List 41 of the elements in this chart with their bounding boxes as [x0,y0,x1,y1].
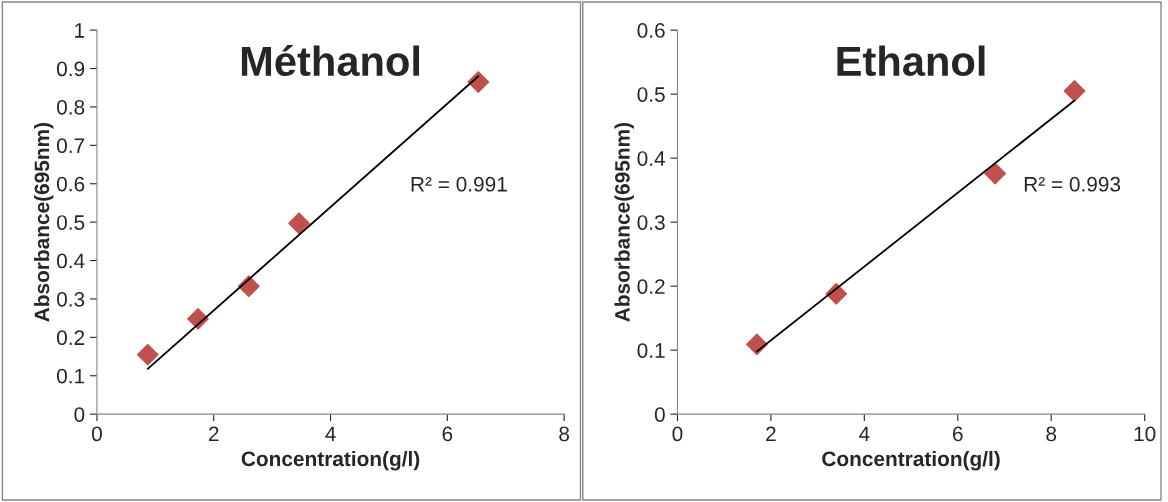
x-tick-label: 4 [859,426,870,442]
y-tick-label: 0.2 [637,279,665,294]
y-tick-label: 0.3 [56,291,85,307]
x-tick-label: 0 [672,426,683,442]
y-tick-label: 0.1 [56,368,85,384]
y-tick-label: 0.5 [56,215,85,230]
x-tick-label: 2 [209,426,219,442]
point [984,162,1007,185]
y-tick-label: 1 [75,23,85,38]
y-tick-label: 0.6 [56,176,85,192]
y-tick-label: 0.3 [637,215,665,230]
x-tick-label: 8 [1046,426,1057,442]
point [1063,80,1086,102]
y-axis-title: Absorbance(695nm) [614,123,634,322]
annotation: R² = 0.991 [411,176,507,192]
x-tick-label: 6 [442,426,453,442]
x-tick-label: 8 [559,426,570,442]
y-tick-label: 0.5 [637,87,665,102]
x-axis-title: Concentration(g/l) [822,450,1000,471]
y-tick-label: 0 [654,407,665,422]
y-tick-label: 0.2 [56,330,85,346]
x-tick-label: 0 [91,426,102,442]
y-tick-label: 0.1 [637,343,665,358]
y-tick-label: 0 [74,407,85,422]
x-tick-label: 6 [953,426,963,442]
y-tick-label: 0.8 [56,99,85,115]
y-tick-label: 0.4 [56,253,85,269]
y-tick-label: 0.7 [56,138,85,154]
chart-title: Méthanol [241,45,420,77]
chart-title: Ethanol [837,45,985,77]
x-tick-label: 4 [325,426,336,442]
y-tick-label: 0.6 [637,23,665,38]
x-axis-title: Concentration(g/l) [241,450,420,471]
annotation: R² = 0.993 [1024,176,1121,192]
y-tick-label: 0.4 [637,151,666,166]
y-tick-label: 0.9 [56,61,85,77]
y-axis-title: Absorbance(695nm) [33,123,54,322]
point [136,343,159,366]
x-tick-label: 10 [1134,426,1156,442]
point [288,212,310,235]
x-tick-label: 2 [766,426,776,442]
